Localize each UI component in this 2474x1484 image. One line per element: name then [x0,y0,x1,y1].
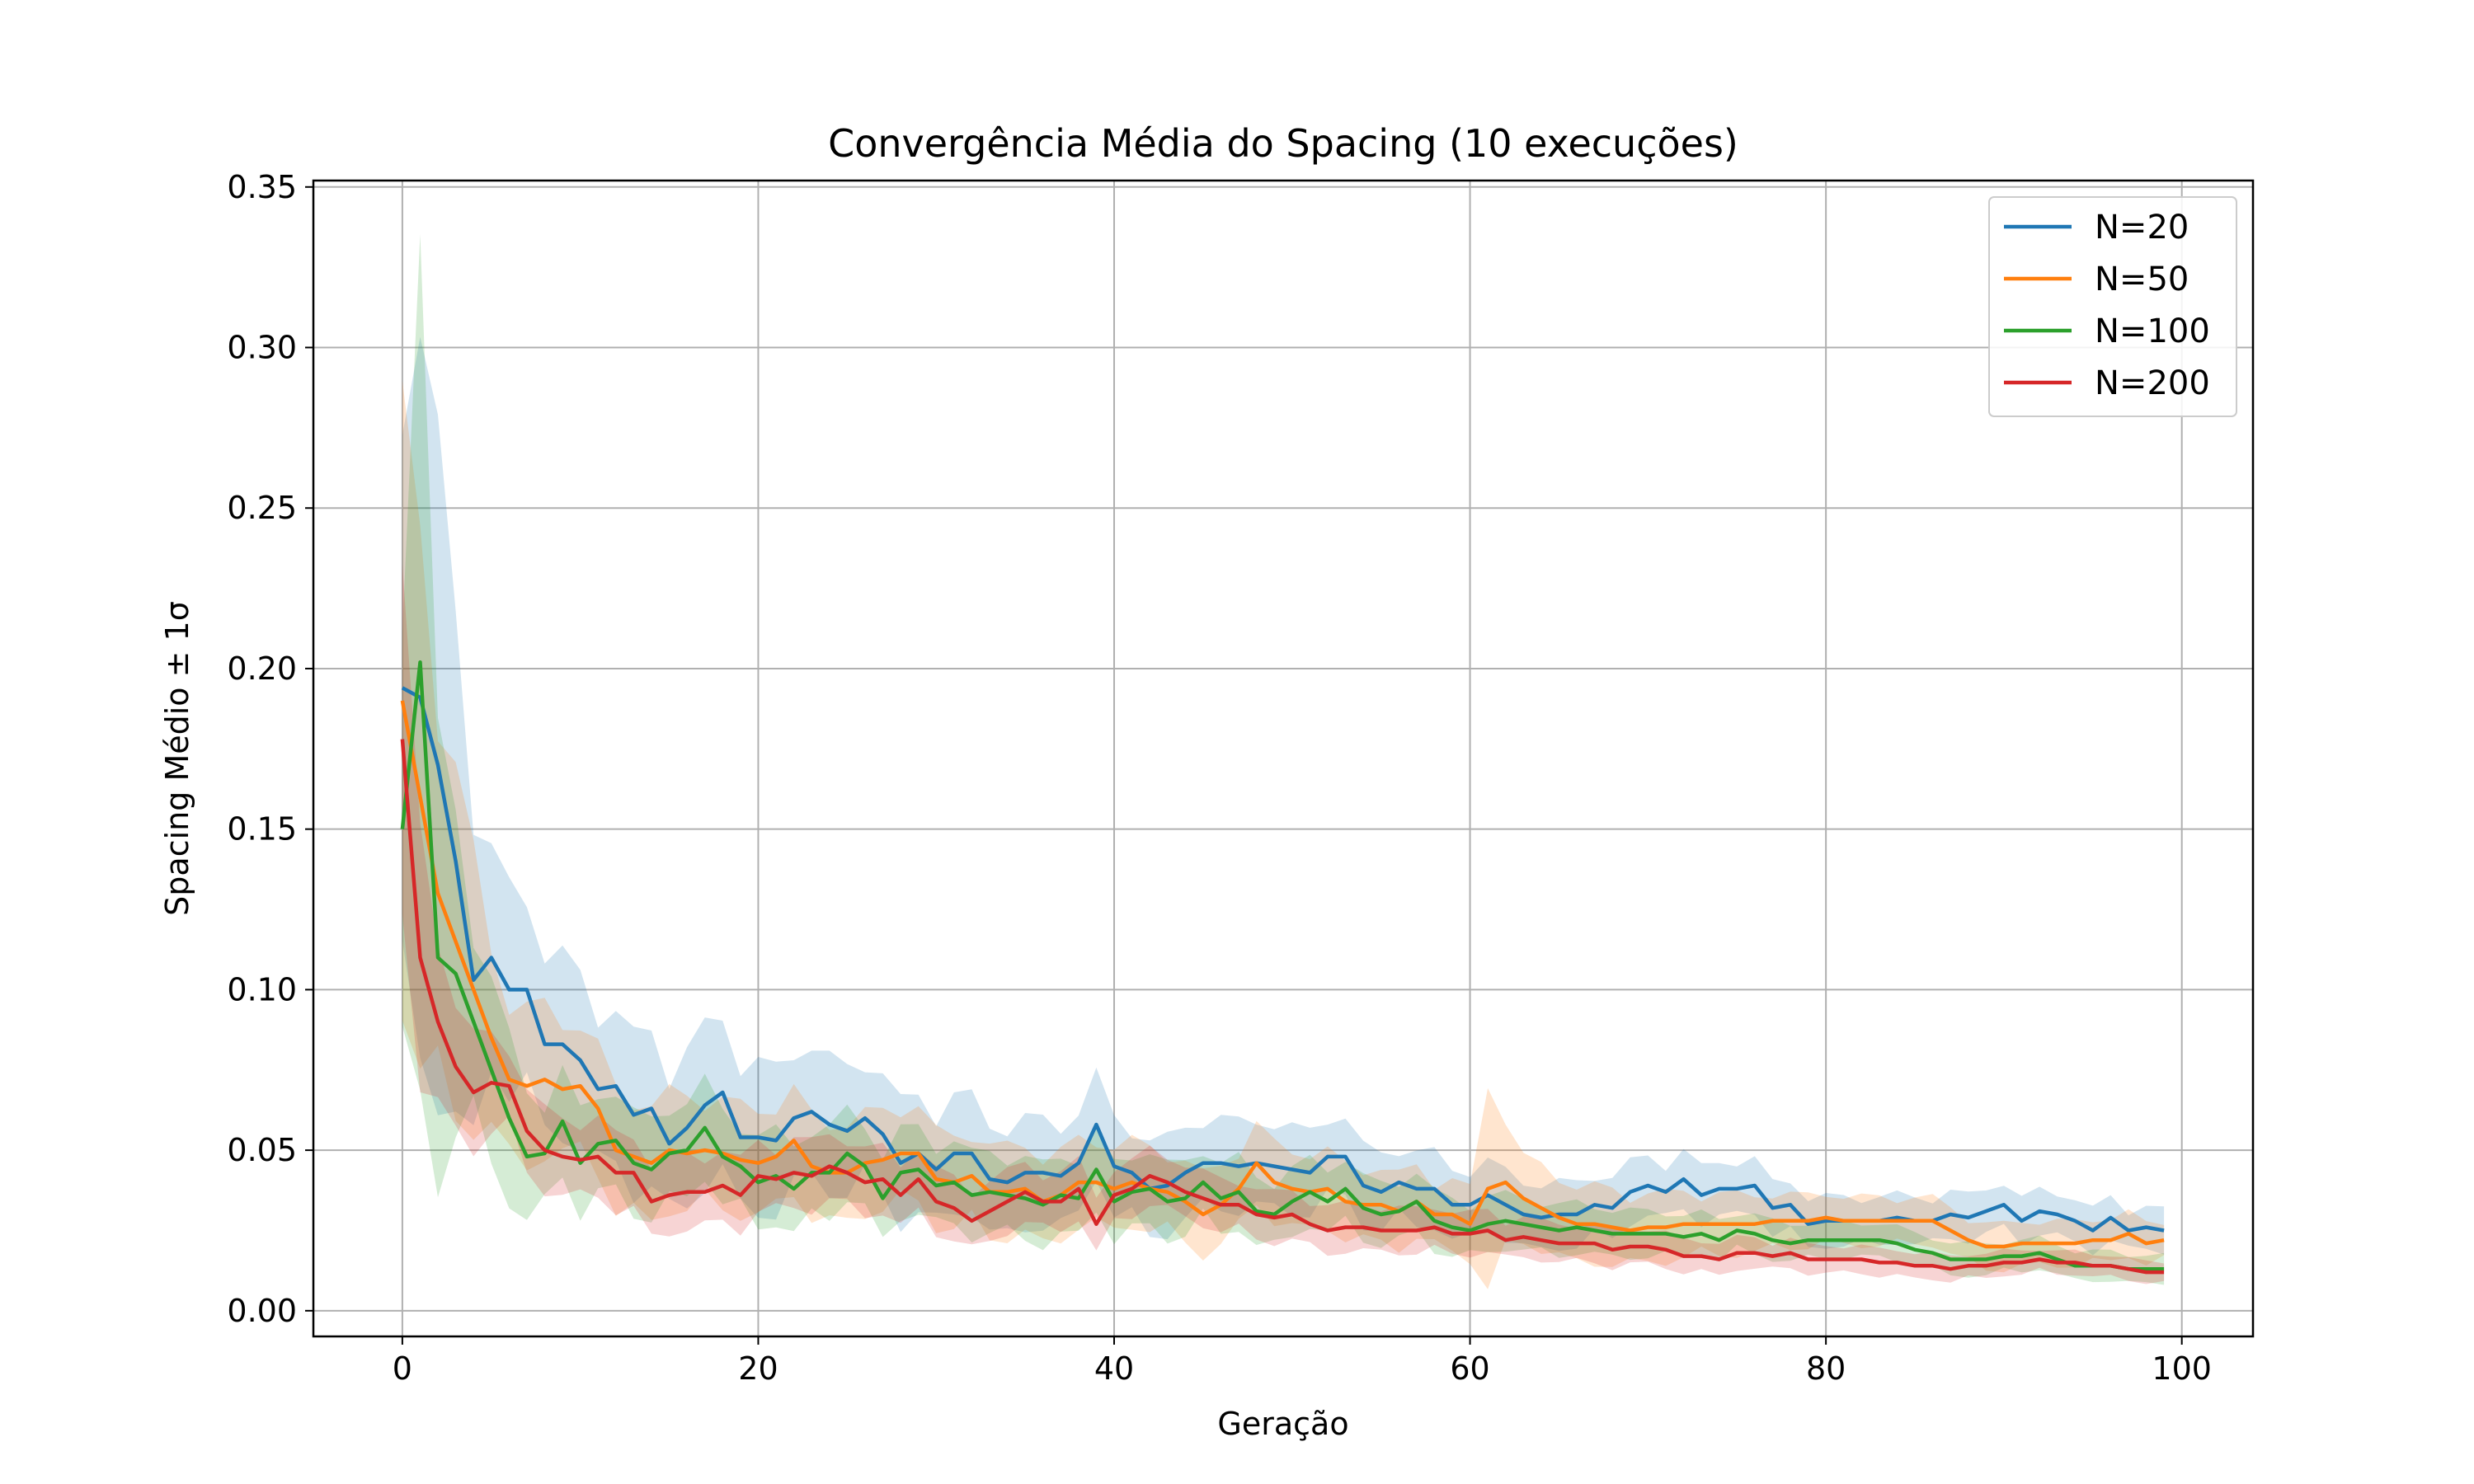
y-tick-label: 0.35 [227,169,297,205]
axis-ticks: 0 20 40 60 80 100 0.00 0.05 0.10 0.15 0.20 0.25 0.30… [227,169,2212,1387]
x-axis-label: Geração [1217,1406,1348,1442]
y-tick-label: 0.05 [227,1132,297,1168]
series-lines [400,660,2165,1275]
x-tick-label: 0 [393,1350,412,1387]
line-n200 [400,739,2165,1275]
std-bands [402,234,2165,1289]
legend-box [1988,196,2237,417]
legend-label-n200: N=200 [2095,364,2210,402]
y-tick-label: 0.15 [227,811,297,848]
y-tick-label: 0.10 [227,971,297,1007]
legend-label-n20: N=20 [2095,209,2189,247]
x-tick-label: 60 [1450,1350,1489,1387]
legend-label-n100: N=100 [2095,312,2210,350]
grid [313,181,2253,1336]
y-tick-label: 0.25 [227,490,297,526]
line-n50 [400,700,2165,1249]
band-n100 [402,234,2165,1285]
y-tick-label: 0.30 [227,330,297,366]
legend-label-n50: N=50 [2095,261,2189,298]
y-axis-label: Spacing Médio ± 1σ [159,601,195,916]
plot-frame [312,179,2255,1338]
chart-title: Convergência Média do Spacing (10 execuç… [828,121,1738,166]
y-tick-label: 0.00 [227,1293,297,1329]
x-tick-label: 20 [738,1350,778,1387]
x-tick-label: 40 [1094,1350,1134,1387]
x-tick-label: 100 [2152,1350,2212,1387]
legend: N=20 N=50 N=100 N=200 [1988,196,2237,417]
y-tick-label: 0.20 [227,650,297,687]
line-n100 [400,660,2165,1271]
x-tick-label: 80 [1806,1350,1846,1387]
